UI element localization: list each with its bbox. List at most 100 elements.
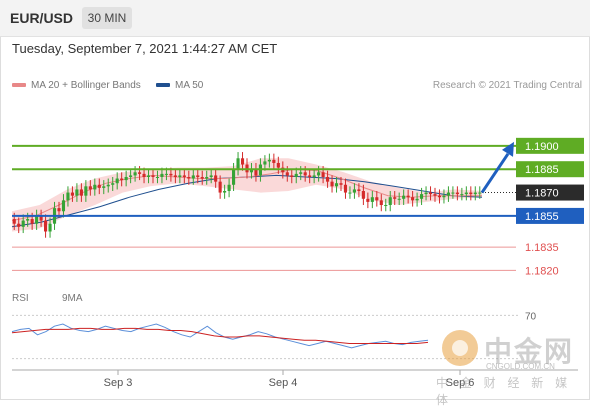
candle-body — [232, 169, 236, 185]
candle-body — [424, 192, 428, 195]
candle-body — [97, 184, 101, 188]
candle-body — [173, 175, 177, 177]
candle-body — [39, 215, 43, 221]
candle-body — [146, 175, 151, 177]
candle-body — [249, 169, 254, 173]
level-support-1-label: 1.1855 — [525, 211, 559, 223]
candle-body — [129, 175, 133, 177]
candle-body — [169, 173, 173, 176]
candle-body — [66, 192, 70, 201]
candle-body — [348, 192, 352, 194]
candle-body — [178, 175, 182, 177]
rsi-line — [11, 323, 429, 349]
level-resistance-1-label: 1.1885 — [525, 164, 559, 176]
level-support-3-label: 1.1820 — [525, 265, 559, 277]
candle-body — [17, 223, 21, 227]
watermark-logo-text: 中金网 — [484, 335, 575, 368]
candle-body — [326, 176, 330, 182]
candle-body — [455, 192, 459, 195]
candle-body — [267, 159, 271, 162]
candle-body — [290, 175, 294, 177]
level-current-label: 1.1870 — [525, 188, 559, 200]
candle-body — [196, 175, 200, 177]
candle-body — [61, 200, 66, 212]
candle-body — [142, 173, 146, 177]
candle-body — [200, 176, 204, 179]
candle-body — [57, 208, 61, 212]
candle-body — [88, 186, 92, 190]
candle-body — [93, 184, 97, 190]
candle-body — [366, 198, 370, 202]
candle-body — [451, 192, 455, 194]
candle-body — [138, 172, 142, 174]
candle-body — [375, 197, 379, 201]
candle-body — [26, 219, 30, 221]
candle-body — [415, 198, 419, 201]
chart-datetime: Tuesday, September 7, 2021 1:44:27 AM CE… — [12, 41, 278, 56]
candle-body — [205, 176, 209, 179]
candle-body — [191, 175, 195, 179]
level-support-2-label: 1.1835 — [525, 242, 559, 254]
candle-body — [379, 200, 383, 206]
candle-body — [164, 173, 168, 175]
candle-body — [272, 159, 276, 163]
candle-body — [12, 219, 16, 224]
candle-body — [155, 176, 160, 178]
candle-body — [30, 219, 34, 224]
ma20-label: MA 20 + Bollinger Bands — [31, 80, 141, 91]
timeframe-button[interactable]: 30 MIN — [82, 7, 132, 29]
candle-body — [133, 172, 137, 176]
projection-arrow-head — [502, 141, 514, 157]
chart-header: EUR/USD 30 MIN — [0, 0, 590, 37]
candle-body — [214, 175, 218, 182]
level-resistance-2-label: 1.1900 — [525, 141, 559, 153]
candle-body — [473, 192, 477, 195]
candle-body — [276, 162, 280, 168]
candle-body — [106, 184, 110, 187]
candle-body — [285, 172, 289, 176]
x-tick-label: Sep 3 — [104, 377, 133, 389]
candle-body — [70, 192, 74, 196]
candle-body — [446, 192, 450, 196]
candle-body — [357, 189, 361, 191]
candle-body — [120, 178, 124, 181]
watermark-tagline: 中 金 财 经 新 媒 体 — [436, 376, 572, 407]
candle-body — [294, 173, 298, 177]
candle-body — [236, 158, 240, 170]
candle-body — [299, 172, 303, 174]
candle-body — [84, 186, 88, 196]
candle-body — [102, 186, 106, 188]
candle-body — [35, 215, 39, 224]
projection-arrow-shaft — [480, 152, 510, 194]
candle-body — [428, 192, 433, 195]
candle-body — [254, 169, 258, 176]
candle-body — [75, 189, 79, 196]
candle-body — [339, 183, 343, 185]
candle-body — [187, 176, 191, 179]
legend-ma20: MA 20 + Bollinger Bands — [12, 80, 141, 91]
candle-body — [21, 220, 25, 227]
candle-body — [393, 197, 397, 199]
candle-body — [343, 184, 348, 193]
ma20-swatch — [12, 83, 26, 88]
candle-body — [397, 198, 401, 200]
rsi-label: RSI — [12, 293, 29, 304]
legend-ma50: MA 50 — [156, 80, 203, 91]
candle-body — [44, 220, 48, 232]
candle-body — [111, 183, 115, 185]
candle-body — [402, 195, 406, 199]
symbol-label: EUR/USD — [10, 10, 74, 26]
candle-body — [469, 192, 473, 195]
level-resistance-2-tag — [516, 137, 584, 154]
watermark-domain: CNGOLD.COM.CN — [486, 362, 555, 371]
candle-body — [151, 175, 155, 177]
candle-body — [361, 191, 365, 199]
candle-body — [160, 173, 164, 177]
legend-rsi: RSI — [12, 293, 29, 304]
candle-body — [334, 183, 339, 187]
candle-body — [209, 175, 213, 177]
candle-body — [352, 189, 356, 193]
candle-body — [223, 191, 227, 193]
ma9-label: 9MA — [62, 293, 83, 304]
